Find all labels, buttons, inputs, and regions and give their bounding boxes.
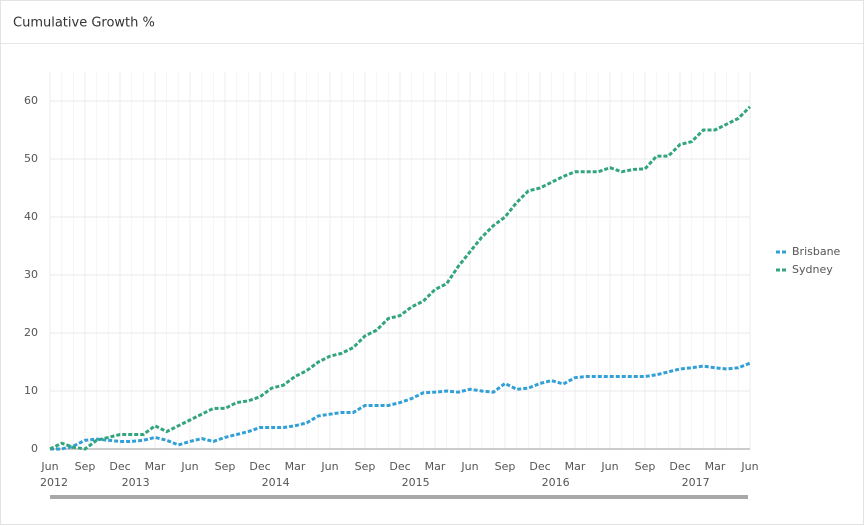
x-tick-label: Sep bbox=[215, 460, 236, 473]
x-tick-label: Mar bbox=[285, 460, 306, 473]
x-tick-label: Sep bbox=[495, 460, 516, 473]
x-tick-label: Mar bbox=[145, 460, 166, 473]
series-line bbox=[49, 105, 752, 451]
x-tick-label: Sep bbox=[635, 460, 656, 473]
y-tick-label: 10 bbox=[24, 384, 38, 397]
overview-bar bbox=[50, 495, 748, 499]
legend-label: Sydney bbox=[792, 263, 833, 276]
y-tick-label: 30 bbox=[24, 268, 38, 281]
x-tick-label: Sep bbox=[75, 460, 96, 473]
x-tick-label: Jun bbox=[460, 460, 478, 473]
x-tick-label: Jun bbox=[600, 460, 618, 473]
x-tick-label: Dec bbox=[249, 460, 270, 473]
x-tick-label: Jun bbox=[740, 460, 758, 473]
x-tick-label: Jun bbox=[320, 460, 338, 473]
y-tick-label: 20 bbox=[24, 326, 38, 339]
legend-label: Brisbane bbox=[792, 245, 841, 258]
x-year-label: 2015 bbox=[402, 476, 430, 489]
y-tick-label: 50 bbox=[24, 152, 38, 165]
x-year-label: 2017 bbox=[682, 476, 710, 489]
x-year-label: 2013 bbox=[122, 476, 150, 489]
x-tick-label: Mar bbox=[425, 460, 446, 473]
x-tick-label: Dec bbox=[669, 460, 690, 473]
series-line bbox=[50, 361, 751, 451]
x-tick-label: Jun bbox=[40, 460, 58, 473]
x-tick-label: Mar bbox=[705, 460, 726, 473]
y-tick-label: 60 bbox=[24, 94, 38, 107]
x-year-label: 2016 bbox=[542, 476, 570, 489]
x-year-label: 2012 bbox=[40, 476, 68, 489]
x-tick-label: Sep bbox=[355, 460, 376, 473]
x-tick-label: Jun bbox=[180, 460, 198, 473]
y-tick-label: 40 bbox=[24, 210, 38, 223]
x-year-label: 2014 bbox=[262, 476, 290, 489]
x-tick-label: Dec bbox=[109, 460, 130, 473]
panel-title: Cumulative Growth % bbox=[13, 16, 155, 31]
x-tick-label: Dec bbox=[529, 460, 550, 473]
y-tick-label: 0 bbox=[31, 442, 38, 455]
x-tick-label: Dec bbox=[389, 460, 410, 473]
x-tick-label: Mar bbox=[565, 460, 586, 473]
